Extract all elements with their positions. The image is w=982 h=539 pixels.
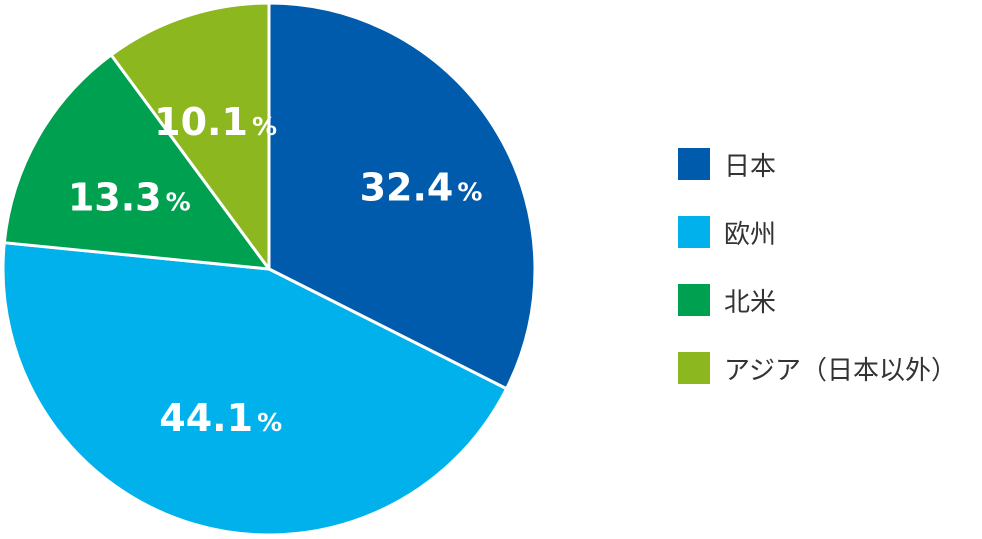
legend-swatch <box>678 216 710 248</box>
data-label: 32.4% <box>360 166 483 210</box>
data-label: 10.1% <box>154 100 277 144</box>
pie-slices <box>1 1 537 537</box>
legend-item: アジア（日本以外） <box>678 352 978 386</box>
legend-item: 北米 <box>678 284 978 318</box>
legend-swatch <box>678 352 710 384</box>
legend-label: 欧州 <box>724 219 777 250</box>
pie-slice <box>267 1 537 391</box>
legend-swatch <box>678 148 710 180</box>
pie-slice <box>109 1 271 271</box>
data-label: 44.1% <box>159 396 282 440</box>
chart-legend: 日本 欧州 北米 アジア（日本以外） <box>678 148 978 420</box>
legend-swatch <box>678 284 710 316</box>
legend-label: 北米 <box>724 287 777 318</box>
data-label: 13.3% <box>68 175 191 219</box>
pie-slice <box>2 53 271 271</box>
legend-item: 欧州 <box>678 216 978 250</box>
legend-label: アジア（日本以外） <box>724 355 957 386</box>
pie-labels: 32.4 % 44.1 % 13.3 % 10.1% <box>68 100 483 440</box>
legend-item: 日本 <box>678 148 978 182</box>
legend-label: 日本 <box>724 151 777 182</box>
pie-slice <box>1 241 509 537</box>
